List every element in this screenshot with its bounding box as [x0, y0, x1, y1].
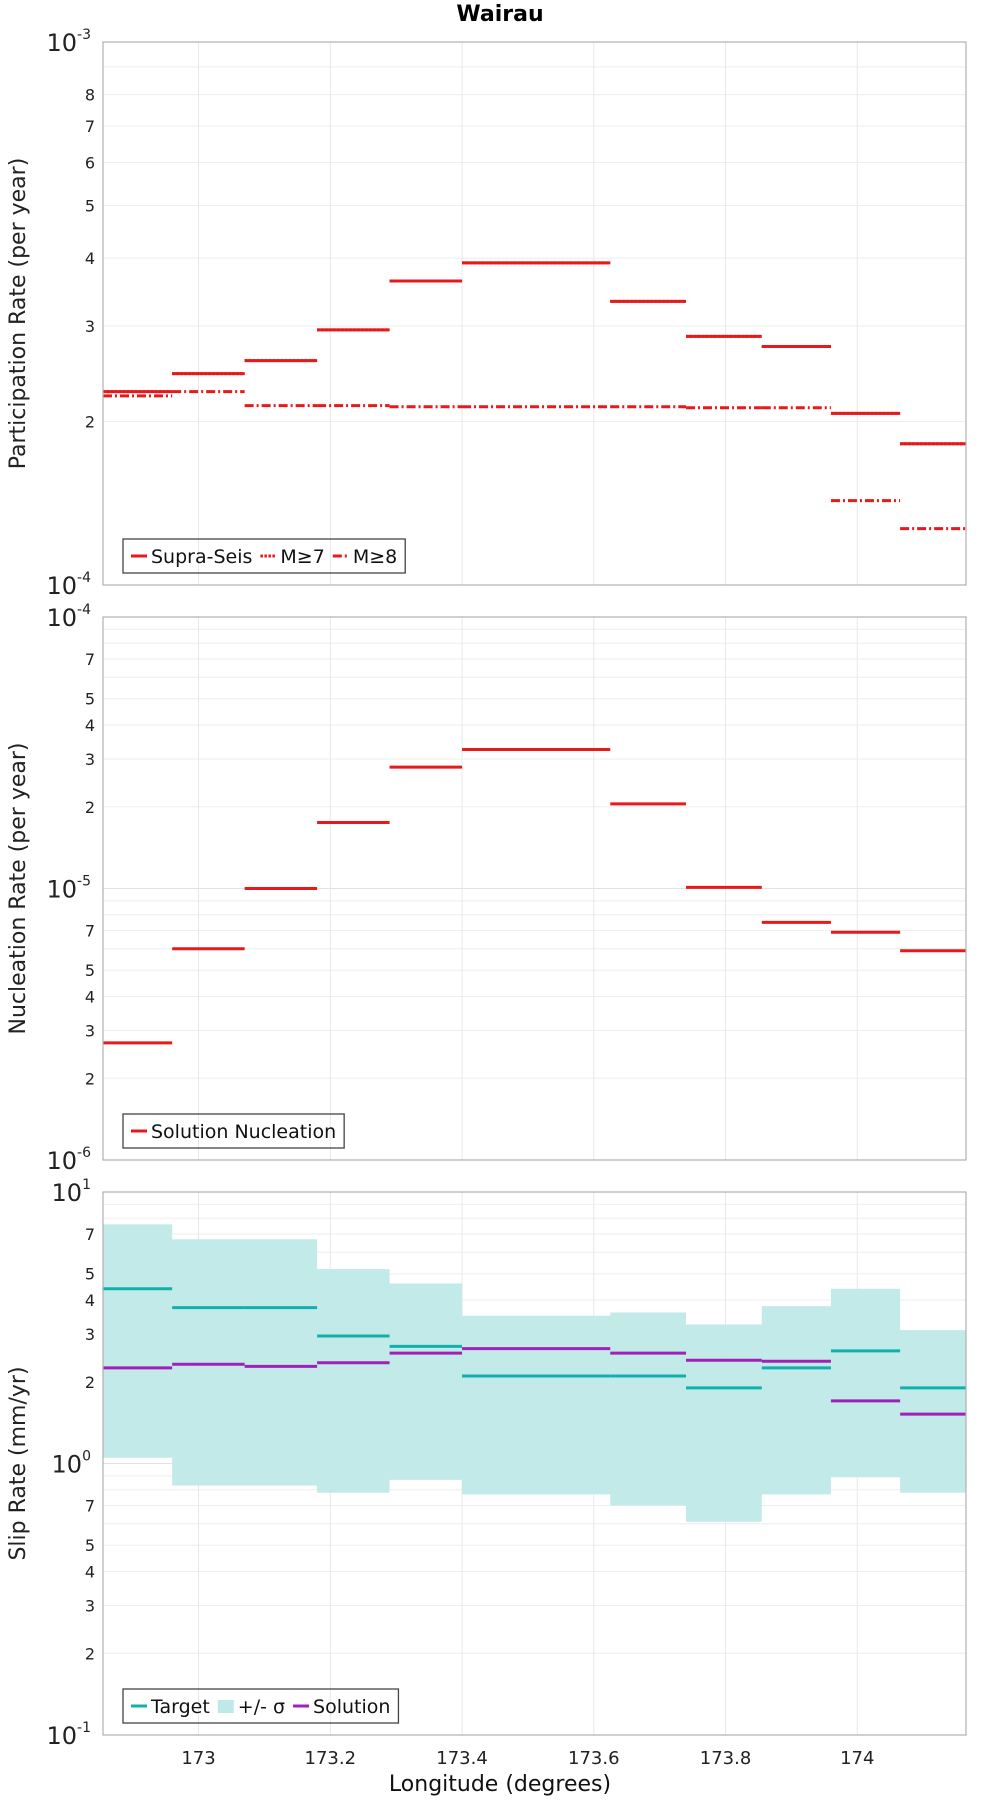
y-tick-label: 4 [85, 988, 95, 1007]
y-tick-label: 5 [85, 961, 95, 980]
x-tick-label: 173.6 [568, 1748, 620, 1769]
legend: Supra-Seis M≥7 M≥8 [122, 538, 406, 574]
series-Target [103, 1287, 966, 1390]
x-tick-label: 173.2 [305, 1748, 357, 1769]
plot-frame [102, 1191, 967, 1736]
y-tick-label: 2 [85, 798, 95, 817]
y-tick-label: 10-1 [46, 1720, 91, 1750]
legend-label: Target [150, 1696, 210, 1718]
y-tick-label: 7 [85, 650, 95, 669]
y-axis-label: Nucleation Rate (per year) [6, 743, 31, 1035]
y-tick-label: 4 [85, 1291, 95, 1310]
legend-item: +/- σ [217, 1696, 285, 1718]
y-tick-label: 5 [85, 1265, 95, 1284]
legend-item: Target [131, 1696, 210, 1718]
y-tick-label: 3 [85, 1021, 95, 1040]
legend-label: +/- σ [238, 1696, 285, 1718]
series-M≥8 [103, 390, 966, 531]
chart-title: Wairau [456, 2, 544, 27]
series-Solution Nucleation [103, 748, 966, 1045]
y-tick-label: 10-6 [46, 1145, 91, 1175]
legend-item: M≥8 [332, 546, 397, 568]
legend-label: Supra-Seis [151, 546, 252, 568]
y-tick-label: 8 [85, 86, 95, 105]
legend-item: Solution [293, 1696, 390, 1718]
x-tick-label: 173 [181, 1748, 215, 1769]
y-tick-label: 2 [85, 1373, 95, 1392]
y-tick-label: 4 [85, 716, 95, 735]
panel-1: 10-3 8 7 6 5 4 3 2 10-4 Participation Rate (per y… [6, 27, 967, 600]
panel-3: 101 7 5 4 3 2 100 7 5 4 3 2 10-1 Slip Rate (mm/yr) Tar… [6, 1177, 967, 1750]
series-Supra-Seis [103, 261, 966, 446]
y-tick-label: 2 [85, 413, 95, 432]
y-tick-label: 101 [52, 1177, 91, 1207]
y-tick-label: 7 [85, 922, 95, 941]
y-tick-label: 3 [85, 1325, 95, 1344]
y-tick-label: 7 [85, 1497, 95, 1516]
legend-label: M≥8 [353, 546, 397, 568]
legend-label: Solution [313, 1696, 390, 1718]
y-axis-label: Slip Rate (mm/yr) [6, 1366, 31, 1560]
plot-frame [102, 41, 967, 586]
y-tick-label: 2 [85, 1644, 95, 1663]
legend-box [122, 1113, 345, 1149]
y-tick-label: 3 [85, 317, 95, 336]
y-tick-label: 7 [85, 1225, 95, 1244]
series-M≥7 [103, 261, 966, 446]
legend-swatch [217, 1700, 234, 1713]
y-tick-label: 7 [85, 117, 95, 136]
y-tick-label: 10-3 [46, 27, 91, 57]
y-tick-label: 10-4 [46, 602, 91, 632]
sigma-band [103, 1224, 966, 1522]
y-tick-label: 5 [85, 1536, 95, 1555]
y-tick-label: 2 [85, 1069, 95, 1088]
plot-frame [102, 616, 967, 1161]
y-axis-label: Participation Rate (per year) [6, 158, 31, 470]
x-axis-label: Longitude (degrees) [388, 1772, 612, 1797]
y-tick-label: 5 [85, 690, 95, 709]
y-tick-label: 100 [52, 1449, 91, 1479]
legend-label: M≥7 [280, 546, 324, 568]
legend-box [122, 538, 406, 574]
series-Solution [103, 1347, 966, 1416]
y-tick-label: 3 [85, 750, 95, 769]
y-tick-label: 4 [85, 1563, 95, 1582]
y-tick-label: 10-4 [46, 570, 91, 600]
legend-item: M≥7 [260, 546, 325, 568]
y-tick-label: 10-5 [46, 874, 91, 904]
x-tick-label: 173.8 [700, 1748, 752, 1769]
x-tick-label: 174 [840, 1748, 874, 1769]
x-tick-label: 173.4 [436, 1748, 488, 1769]
legend-item: Supra-Seis [131, 546, 252, 568]
legend: Target +/- σ Solution [122, 1688, 400, 1724]
legend: Solution Nucleation [122, 1113, 345, 1149]
y-tick-label: 5 [85, 196, 95, 215]
legend-item: Solution Nucleation [131, 1121, 336, 1143]
legend-label: Solution Nucleation [151, 1121, 336, 1143]
panel-2: 10-4 7 5 4 3 2 10-5 7 5 4 3 2 10-6 Nucleation Rate (p… [6, 602, 967, 1175]
legend-box [122, 1688, 400, 1724]
y-tick-label: 4 [85, 249, 95, 268]
y-tick-label: 3 [85, 1596, 95, 1615]
y-tick-label: 6 [85, 153, 95, 172]
